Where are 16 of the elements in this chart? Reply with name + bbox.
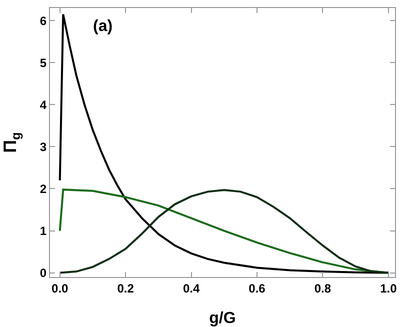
x-axis-title: g/G [209, 310, 236, 327]
y-tick-label: 5 [40, 56, 47, 70]
y-tick-label: 1 [40, 224, 47, 238]
line-series [58, 13, 390, 274]
x-tick-label: 1.0 [380, 281, 398, 296]
y-tick-label: 0 [40, 266, 47, 280]
x-tick-label: 0.2 [117, 281, 134, 296]
x-tick-label: 0.6 [248, 281, 266, 296]
x-tick-label: 0.4 [182, 281, 200, 296]
x-tick-label: 0.0 [52, 281, 69, 296]
y-tick-label: 4 [40, 98, 47, 112]
annotation: (a) [93, 18, 113, 35]
y-tick-label: 6 [40, 14, 47, 28]
y-tick-label: 3 [40, 140, 47, 154]
y-tick-label: 2 [40, 182, 47, 196]
x-tick-label: 0.8 [314, 281, 332, 296]
